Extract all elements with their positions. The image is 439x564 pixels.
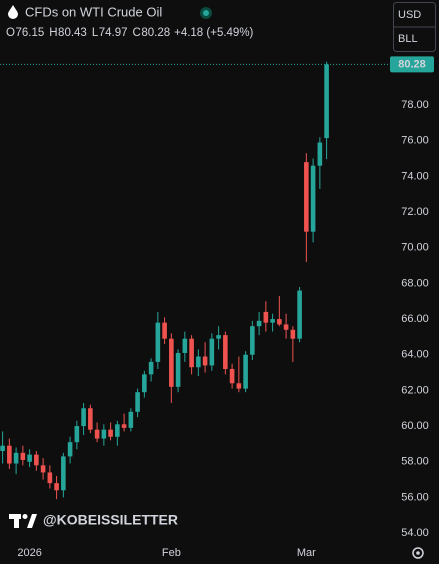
x-tick-label: Mar [297,547,316,559]
candle-body [128,411,134,428]
candle-body [324,64,329,139]
status-dot [203,10,209,16]
y-tick-label: 76.00 [401,135,429,147]
chart-title: CFDs on WTI Crude Oil [25,4,162,19]
candle-body [317,142,323,166]
y-tick-label: 72.00 [401,206,429,218]
candle-body [88,408,93,430]
y-tick-label: 78.00 [401,99,429,111]
x-tick-label: 2026 [17,547,41,559]
candle-body [0,445,5,452]
candle-body [135,392,140,412]
y-tick-label: 74.00 [401,170,429,182]
candle-body [34,454,39,466]
y-tick-label: 62.00 [401,384,429,396]
unit-label[interactable]: BLL [398,33,418,45]
y-tick-label: 64.00 [401,349,429,361]
y-tick-label: 58.00 [401,456,429,468]
candle-body [81,408,86,427]
candle-body [236,383,242,389]
candle-body [74,426,80,443]
y-tick-label: 68.00 [401,277,429,289]
ohlc-value: 76.15 [15,27,44,39]
y-tick-label: 60.00 [401,420,429,432]
candle-body [223,335,228,370]
y-tick-label: 56.00 [401,491,429,503]
candle-body [115,424,120,437]
ohlc-key: O [6,27,15,39]
candle-body [27,454,32,462]
candle-body [216,335,221,339]
y-tick-label: 70.00 [401,242,429,254]
candle-body [182,338,188,353]
candle-body [142,374,147,393]
candle-body [189,338,194,368]
last-price-label: 80.28 [398,58,426,70]
candle-body [290,329,296,339]
watermark-logo [9,514,37,528]
candle-body [108,429,113,437]
candle-body [40,465,46,473]
symbol-icon [8,5,18,19]
candle-body [256,320,262,327]
candle-body [243,354,248,389]
candle-body [202,356,208,366]
candle-body [169,338,174,387]
candle-body [162,322,167,339]
candle-body [54,483,59,491]
candle-body [196,356,201,368]
last-price-box [390,56,434,73]
ohlc-value: 74.97 [99,27,128,39]
candle-body [61,456,66,491]
ohlc-key: H [49,27,57,39]
candle-body [297,290,302,339]
candle-body [47,472,53,484]
ohlc-key: L [92,27,99,39]
candle-body [101,429,107,439]
candle-body [94,429,100,439]
candle-body [277,319,282,325]
candle-body [250,326,255,355]
candle-body [155,322,161,362]
candle-body [13,452,19,464]
candle-body [263,311,269,323]
x-tick-label: Feb [162,547,181,559]
candle-body [209,338,215,366]
ohlc-key: C [133,27,141,39]
candle-body [270,319,275,323]
watermark-text: @KOBEISSILETTER [43,512,178,528]
change-value: +4.18 (+5.49%) [174,27,253,39]
settings-icon-center [416,551,420,555]
ohlc-value: 80.28 [141,27,170,39]
ohlc-value: 80.43 [58,27,87,39]
candle-body [283,324,289,330]
candle-body [148,361,154,375]
currency-label[interactable]: USD [398,9,421,21]
y-tick-label: 54.00 [401,527,429,539]
y-tick-label: 66.00 [401,313,429,325]
settings-icon[interactable] [412,547,424,559]
candle-body [310,165,316,232]
candle-body [121,424,127,428]
candle-body [67,442,73,457]
candle-body [229,369,235,384]
candle-body [304,162,309,232]
candle-body [7,445,12,464]
candle-body [175,352,181,387]
ohlc-legend: O 76.15 H 80.43 L 74.97 C 80.28 +4.18 (+5.49%) [6,27,254,39]
candle-body [20,452,26,460]
